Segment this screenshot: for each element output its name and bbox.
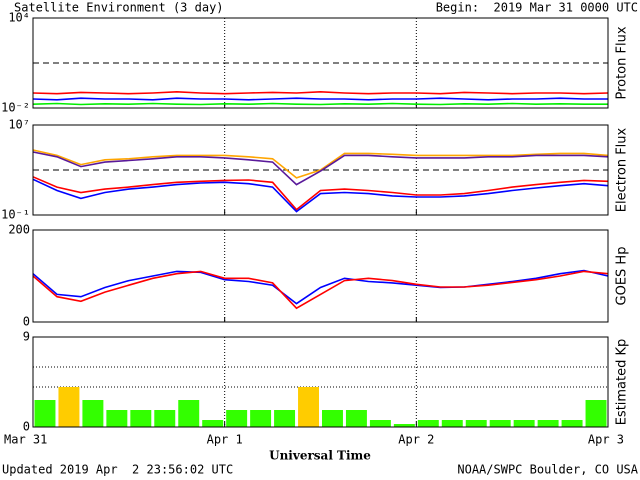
x-tick-label: Mar 31: [4, 433, 47, 447]
source: NOAA/SWPC Boulder, CO USA: [457, 463, 638, 477]
kp-bar: [537, 420, 559, 427]
kp-bar: [250, 410, 272, 427]
series-line: [32, 270, 609, 310]
kp-bar: [298, 387, 319, 427]
panel-frame: [32, 229, 609, 323]
kp-bar: [178, 400, 200, 427]
kp-bar: [585, 400, 607, 427]
series-line: [32, 102, 608, 106]
x-tick-label: Apr 2: [398, 433, 434, 447]
y-axis-label: GOES Hp: [615, 247, 630, 306]
series-line: [32, 90, 609, 95]
kp-bar: [489, 420, 511, 427]
y-tick-label: 200: [8, 223, 30, 237]
y-tick-label: 10⁴: [8, 11, 30, 25]
x-axis-label: Universal Time: [269, 449, 371, 463]
series-line: [32, 151, 609, 186]
series-line: [32, 97, 608, 101]
kp-bar: [130, 410, 152, 427]
kp-bar: [82, 400, 104, 427]
y-axis-label: Proton Flux: [615, 26, 630, 99]
series-line: [32, 176, 609, 211]
panel-frame: [32, 336, 609, 428]
y-tick-label: 10⁻¹: [1, 208, 30, 222]
y-tick-label: 10⁷: [8, 118, 30, 132]
kp-bar: [441, 420, 463, 427]
x-tick-label: Apr 3: [588, 433, 624, 447]
kp-bar: [34, 400, 56, 427]
kp-bar: [154, 410, 176, 427]
title: Satellite Environment (3 day): [14, 1, 224, 15]
kp-bar: [58, 387, 80, 427]
kp-bar: [106, 410, 128, 427]
panel-frame: [32, 17, 609, 109]
kp-bar: [345, 410, 367, 427]
y-tick-label: 0: [23, 420, 30, 434]
kp-bar: [393, 424, 415, 427]
kp-bar: [465, 420, 487, 427]
kp-bar: [202, 420, 224, 427]
series-line: [32, 178, 609, 213]
kp-bar: [561, 420, 583, 427]
kp-bar: [226, 410, 248, 427]
kp-bar: [417, 420, 439, 427]
begin-time: Begin: 2019 Mar 31 0000 UTC: [436, 1, 638, 15]
y-axis-label: Estimated Kp: [615, 339, 630, 426]
panel-frame: [32, 124, 609, 216]
updated: Updated 2019 Apr 2 23:56:02 UTC: [2, 463, 233, 477]
y-tick-label: 9: [23, 330, 30, 344]
x-tick-label: Apr 1: [207, 433, 243, 447]
series-line: [32, 269, 609, 305]
kp-bar: [322, 410, 343, 427]
kp-bar: [274, 410, 296, 427]
kp-bar: [369, 420, 391, 427]
y-tick-label: 10⁻²: [1, 101, 30, 115]
series-line: [32, 149, 609, 179]
y-axis-label: Electron Flux: [615, 127, 630, 212]
y-tick-label: 0: [23, 315, 30, 329]
kp-bar: [513, 420, 535, 427]
